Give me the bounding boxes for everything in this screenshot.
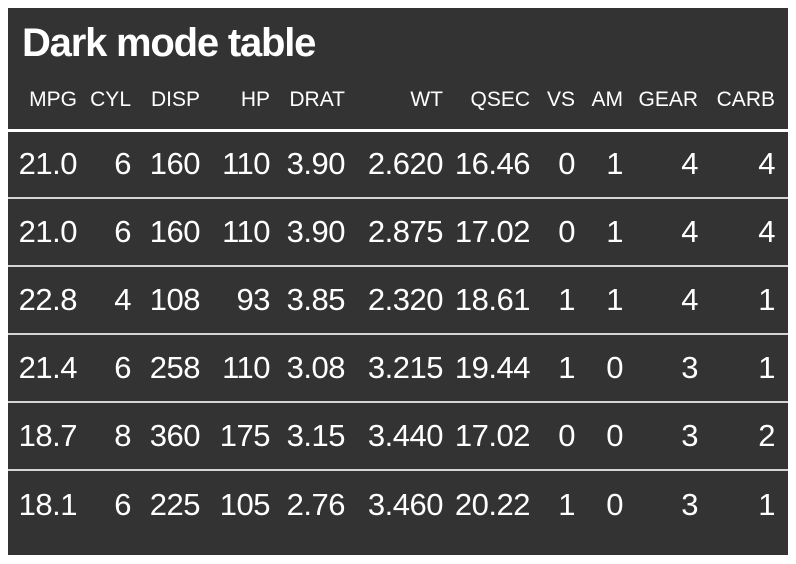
column-header-disp: DISP [131,72,200,132]
cell-drat: 3.90 [286,146,346,182]
cell-hp: 93 [200,265,271,334]
table-row: 18.7 8 360 175 3.15 3.440 17.02 0 0 3 2 [8,401,788,470]
cell-carb: 1 [698,333,788,402]
column-header-qsec: QSEC [443,72,530,132]
table-row: 22.8 4 108 93 3.85 2.320 18.61 1 1 4 1 [8,265,788,334]
cell-cyl: 6 [77,469,132,538]
cell-wt: 2.875 [345,197,444,266]
column-header-mpg: MPG [8,72,77,132]
cell-disp: 160 [149,146,201,182]
column-header-gear: GEAR [623,72,698,132]
cell-qsec: 18.61 [443,265,531,334]
table-row: 21.4 6 258 110 3.08 3.215 19.44 1 0 3 1 [8,333,788,402]
column-header-vs: VS [530,72,575,132]
cell-mpg: 21.4 [8,333,78,402]
column-header-wt: WT [345,72,443,132]
cell-mpg: 22.8 [8,265,78,334]
cell-qsec: 16.46 [454,146,531,182]
cell-vs: 1 [530,333,576,402]
table-row: 18.1 6 225 105 2.76 3.460 20.22 1 0 3 1 [8,469,788,538]
column-header-am: AM [575,72,623,132]
cell-am: 0 [575,401,624,470]
cell-am: 1 [606,146,623,182]
cell-carb: 2 [698,401,788,470]
column-header-cyl: CYL [77,72,131,132]
cell-disp: 360 [131,401,201,470]
column-header-carb: CARB [698,72,788,132]
cell-wt: 2.620 [367,146,444,182]
cell-mpg: 18.7 [8,401,78,470]
cell-drat: 3.90 [270,197,346,266]
cell-hp: 175 [200,401,271,470]
cell-drat: 3.15 [270,401,346,470]
cell-vs: 0 [530,197,576,266]
cell-am: 1 [575,265,624,334]
cell-wt: 3.215 [345,333,444,402]
cell-cyl: 8 [77,401,132,470]
data-table: MPG CYL DISP HP DRAT WT QSEC VS AM GEAR CARB 21.0 6… [8,72,788,538]
cell-vs: 0 [558,146,575,182]
cell-vs: 1 [530,469,576,538]
cell-am: 0 [575,469,624,538]
cell-gear: 4 [623,197,699,266]
cell-drat: 2.76 [270,469,346,538]
cell-cyl: 4 [77,265,132,334]
cell-qsec: 19.44 [443,333,531,402]
cell-qsec: 17.02 [443,401,531,470]
cell-wt: 2.320 [345,265,444,334]
column-header-hp: HP [200,72,270,132]
table-row: 21.0 6 160 110 3.90 2.620 16.46 0 1 4 4 [8,130,788,198]
cell-disp: 225 [131,469,201,538]
table-title: Dark mode table [22,21,316,65]
cell-hp: 110 [200,197,271,266]
table-row: 21.0 6 160 110 3.90 2.875 17.02 0 1 4 4 [8,197,788,266]
cell-carb: 1 [698,469,788,538]
cell-drat: 3.85 [270,265,346,334]
cell-cyl: 6 [77,333,132,402]
cell-am: 1 [575,197,624,266]
table-header: MPG CYL DISP HP DRAT WT QSEC VS AM GEAR CARB [8,72,788,132]
cell-vs: 0 [530,401,576,470]
cell-disp: 258 [131,333,201,402]
cell-gear: 3 [623,401,699,470]
cell-gear: 3 [623,469,699,538]
cell-qsec: 20.22 [443,469,531,538]
cell-hp: 110 [200,333,271,402]
cell-qsec: 17.02 [443,197,531,266]
table-body: 21.0 6 160 110 3.90 2.620 16.46 0 1 4 4 21.0 6 160 110… [8,130,788,538]
cell-am: 0 [575,333,624,402]
cell-gear: 4 [623,265,699,334]
cell-gear: 4 [681,146,698,182]
cell-cyl: 6 [114,146,131,182]
cell-carb: 1 [698,265,788,334]
cell-disp: 160 [131,197,201,266]
cell-drat: 3.08 [270,333,346,402]
cell-wt: 3.440 [345,401,444,470]
cell-gear: 3 [623,333,699,402]
column-header-drat: DRAT [270,72,345,132]
cell-hp: 110 [222,146,270,182]
cell-carb: 4 [698,197,788,266]
cell-vs: 1 [530,265,576,334]
cell-wt: 3.460 [345,469,444,538]
cell-disp: 108 [131,265,201,334]
dark-table-card: Dark mode table MPG CYL DISP HP DRAT WT QSEC VS… [8,8,788,555]
cell-mpg: 21.0 [18,146,78,182]
cell-cyl: 6 [77,197,132,266]
cell-hp: 105 [200,469,271,538]
cell-mpg: 18.1 [8,469,78,538]
cell-carb: 4 [758,146,775,182]
cell-mpg: 21.0 [8,197,78,266]
header-row: MPG CYL DISP HP DRAT WT QSEC VS AM GEAR CARB [8,72,788,132]
